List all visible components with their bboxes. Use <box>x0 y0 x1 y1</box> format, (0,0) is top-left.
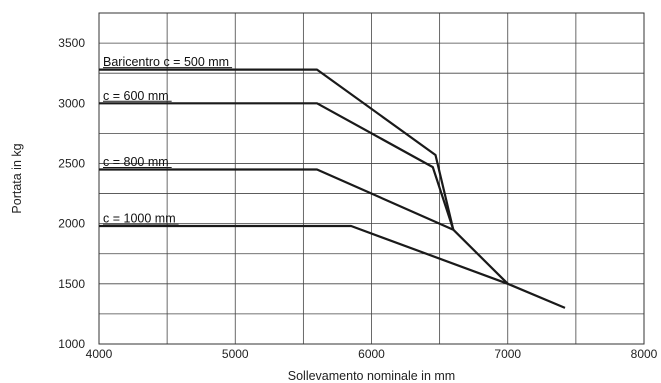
series-line <box>99 68 455 230</box>
series-label: c = 800 mm <box>103 155 169 169</box>
plot-frame <box>98 12 645 345</box>
series-label: Baricentro c = 500 mm <box>103 55 229 69</box>
x-axis-label: Sollevamento nominale in mm <box>288 369 455 383</box>
y-tick-label: 3500 <box>58 36 85 50</box>
series-line <box>99 102 455 231</box>
y-tick-label: 1500 <box>58 277 85 291</box>
series-labels: Baricentro c = 500 mm c = 600 mm c = 800 m… <box>103 55 233 226</box>
series-label: c = 600 mm <box>103 89 169 103</box>
y-tick-label: 2500 <box>58 156 85 170</box>
series-label: c = 1000 mm <box>103 212 176 226</box>
x-tick-label: 6000 <box>358 347 385 361</box>
series-line <box>99 224 566 309</box>
y-tick-label: 1000 <box>58 337 85 351</box>
x-tick-label: 8000 <box>631 347 658 361</box>
series-lines <box>99 68 566 309</box>
x-tick-label: 4000 <box>86 347 113 361</box>
x-axis-ticks: 4000 5000 6000 7000 8000 <box>86 347 658 361</box>
x-tick-label: 5000 <box>222 347 249 361</box>
y-tick-label: 2000 <box>58 217 85 231</box>
y-tick-label: 3000 <box>58 96 85 110</box>
y-axis-ticks: 1000 1500 2000 2500 3000 3500 <box>58 36 85 351</box>
series-line <box>99 168 509 285</box>
y-axis-label: Portata in kg <box>10 143 24 213</box>
x-tick-label: 7000 <box>494 347 521 361</box>
